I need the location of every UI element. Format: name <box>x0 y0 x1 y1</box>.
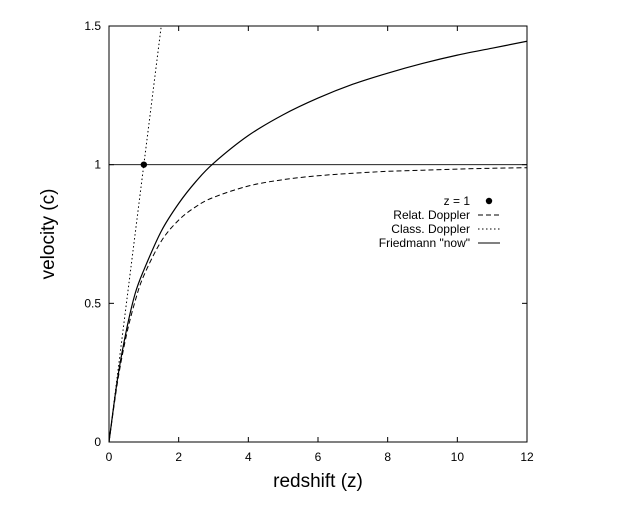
y-tick-label: 0 <box>94 435 101 449</box>
legend-label-class-doppler: Class. Doppler <box>391 222 470 236</box>
x-tick-label: 6 <box>315 450 322 464</box>
legend-label-friedmann-now: Friedmann "now" <box>379 236 470 250</box>
y-tick-label: 1.5 <box>84 19 101 33</box>
y-tick-label: 0.5 <box>84 296 101 310</box>
x-tick-label: 10 <box>451 450 465 464</box>
series-line-friedmann-now <box>109 40 527 442</box>
x-axis-label: redshift (z) <box>273 471 363 492</box>
x-tick-label: 0 <box>106 450 113 464</box>
series-line-class-doppler <box>109 26 162 442</box>
data-point-z-1 <box>140 161 148 168</box>
series-line-relat-doppler <box>109 167 527 442</box>
y-tick-label: 1 <box>94 158 101 172</box>
legend-label-relat-doppler: Relat. Doppler <box>393 208 470 222</box>
x-tick-label: 4 <box>245 450 252 464</box>
x-tick-label: 8 <box>384 450 391 464</box>
y-axis-label: velocity (c) <box>38 189 59 280</box>
legend-marker-z-1 <box>485 197 493 205</box>
x-tick-label: 12 <box>520 450 534 464</box>
x-tick-label: 2 <box>175 450 182 464</box>
legend-label-z-1: z = 1 <box>444 194 471 208</box>
